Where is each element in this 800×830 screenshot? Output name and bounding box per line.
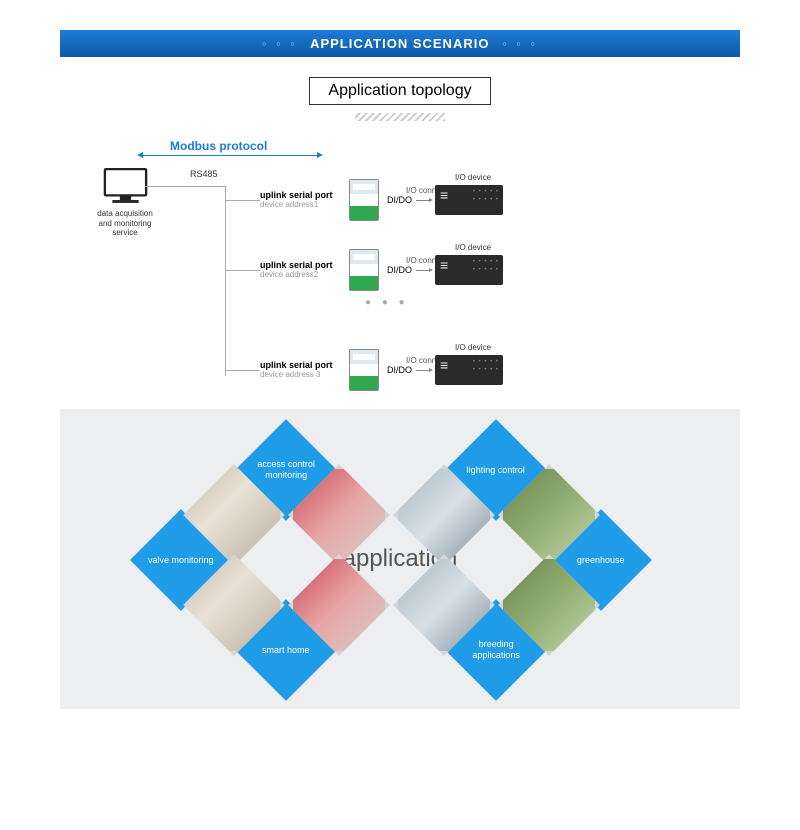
- banner-title: APPLICATION SCENARIO: [310, 36, 489, 51]
- dido-label: DI/DO: [387, 195, 412, 205]
- section-banner: APPLICATION SCENARIO: [60, 30, 740, 57]
- monitor-label: data acquisition and monitoring service: [90, 209, 160, 238]
- application-panel: application access control monitoringlig…: [60, 409, 740, 709]
- protocol-label: Modbus protocol: [170, 139, 267, 153]
- tile-label: greenhouse: [565, 555, 637, 566]
- io-device-icon: I/O device: [435, 255, 503, 285]
- monitor-node: data acquisition and monitoring service: [90, 167, 160, 238]
- io-device-label: I/O device: [455, 173, 491, 182]
- io-device-label: I/O device: [455, 343, 491, 352]
- protocol-arrow: [140, 155, 320, 156]
- dido-label: DI/DO: [387, 265, 412, 275]
- bus-horizontal: [145, 186, 225, 187]
- io-device-icon: I/O device: [435, 355, 503, 385]
- subtitle-wrap: Application topology: [0, 77, 800, 105]
- device-icon: [349, 179, 379, 221]
- node-address: device address1: [260, 201, 345, 210]
- io-arrow: [416, 200, 431, 201]
- device-icon: [349, 249, 379, 291]
- bus-label: RS485: [190, 169, 218, 179]
- tile-label: breeding applications: [460, 639, 532, 661]
- io-device-label: I/O device: [455, 243, 491, 252]
- io-arrow: [416, 270, 431, 271]
- topology-node: uplink serial portdevice address2 DI/DO I/…: [225, 249, 503, 291]
- node-text: uplink serial portdevice address 3: [260, 361, 345, 380]
- topology-diagram: Modbus protocol RS485 data acquisition a…: [90, 139, 710, 399]
- tile-label: lighting control: [460, 465, 532, 476]
- node-address: device address2: [260, 271, 345, 280]
- topology-node: uplink serial portdevice address1 DI/DO I/…: [225, 179, 503, 221]
- node-text: uplink serial portdevice address1: [260, 191, 345, 210]
- topology-node: uplink serial portdevice address 3 DI/DO I…: [225, 349, 503, 391]
- hatch-decoration: [355, 113, 445, 121]
- io-arrow: [416, 370, 431, 371]
- subtitle: Application topology: [309, 77, 490, 105]
- tile-label: access control monitoring: [250, 459, 322, 481]
- io-device-icon: I/O device: [435, 185, 503, 215]
- node-text: uplink serial portdevice address2: [260, 261, 345, 280]
- tile-label: smart home: [250, 645, 322, 656]
- node-address: device address 3: [260, 371, 345, 380]
- node-connector: [225, 200, 260, 201]
- device-icon: [349, 349, 379, 391]
- node-connector: [225, 270, 260, 271]
- tile-label: valve monitoring: [145, 555, 217, 566]
- monitor-icon: [103, 167, 148, 205]
- ellipsis-icon: ● ● ●: [365, 297, 409, 308]
- node-connector: [225, 370, 260, 371]
- dido-label: DI/DO: [387, 365, 412, 375]
